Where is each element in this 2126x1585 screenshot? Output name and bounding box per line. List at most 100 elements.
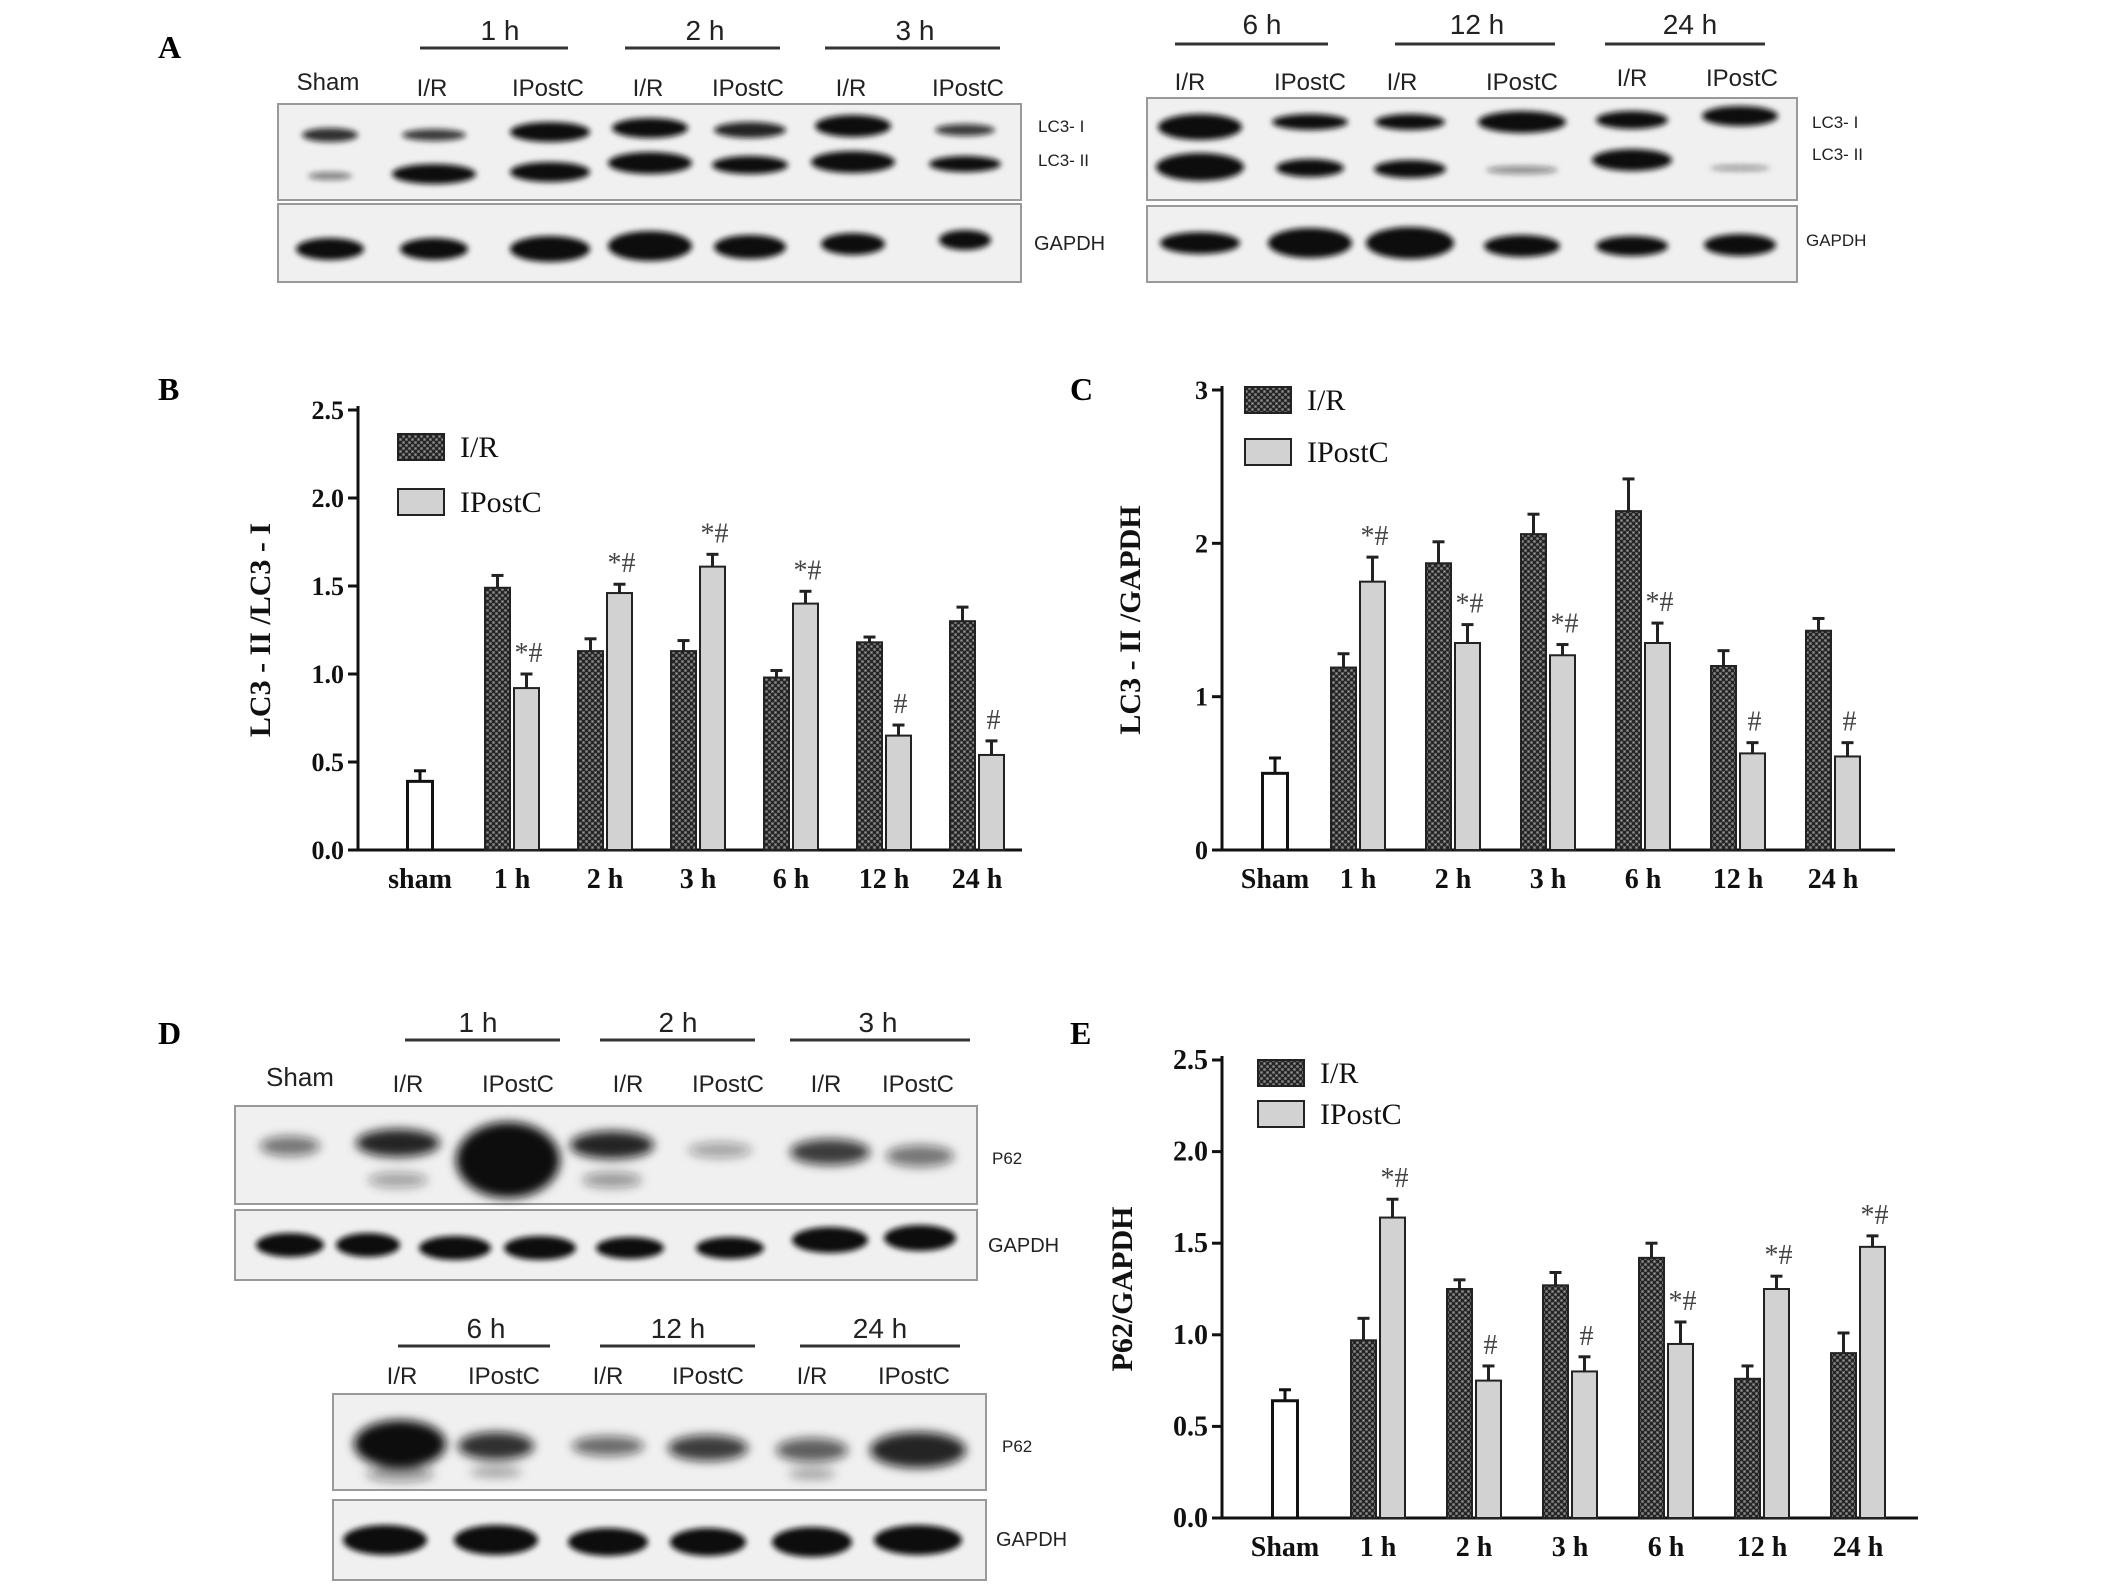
panel-label-c: C xyxy=(1070,371,1093,407)
x-tick-label: 24 h xyxy=(1833,1532,1884,1563)
lane-label: I/R xyxy=(593,1363,624,1390)
bar-ir xyxy=(670,650,697,851)
bar-ir xyxy=(763,676,790,852)
bar-ir xyxy=(1638,1256,1665,1519)
x-tick-label: Sham xyxy=(1251,1532,1319,1563)
x-tick-label: 2 h xyxy=(1456,1532,1493,1563)
y-tick-label: 3 xyxy=(1195,376,1208,405)
panel-a: A 1 h 2 h 3 h Sham I/R IPostC I/R IPostC… xyxy=(158,9,1866,283)
y-tick-label: 2.0 xyxy=(312,484,345,513)
significance-marker: # xyxy=(1843,707,1857,738)
band-label: P62 xyxy=(992,1149,1022,1168)
significance-marker: # xyxy=(1748,707,1762,738)
x-tick-label: 2 h xyxy=(1435,864,1472,895)
bar-ir xyxy=(1330,666,1357,851)
panel-d: D 1 h 2 h 3 h Sham I/R IPostC I/R IPostC… xyxy=(158,1007,1067,1581)
bar-ipostc xyxy=(1475,1379,1502,1519)
band-label: GAPDH xyxy=(1806,231,1866,250)
bar-ir xyxy=(1425,562,1452,851)
x-tick-label: 24 h xyxy=(1808,864,1859,895)
lane-label: I/R xyxy=(613,1071,644,1098)
y-axis-label: P62/GAPDH xyxy=(1106,1207,1139,1372)
x-tick-label: 12 h xyxy=(859,864,910,895)
significance-marker: *# xyxy=(515,638,543,669)
significance-marker: *# xyxy=(1361,521,1389,552)
significance-marker: *# xyxy=(794,555,822,586)
bar-ir xyxy=(577,650,604,851)
lane-label: IPostC xyxy=(1274,69,1346,96)
y-tick-label: 1.0 xyxy=(1173,1320,1208,1351)
lane-label: Sham xyxy=(297,69,360,96)
x-tick-label: 6 h xyxy=(1648,1532,1685,1563)
bar-ir xyxy=(1830,1352,1857,1519)
time-label: 1 h xyxy=(459,1007,498,1038)
y-tick-label: 1.0 xyxy=(312,660,345,689)
time-label: 2 h xyxy=(659,1007,698,1038)
bar-sham xyxy=(406,779,434,852)
band-label: GAPDH xyxy=(996,1529,1067,1551)
bar-ipostc xyxy=(1859,1245,1886,1519)
band-label: P62 xyxy=(1002,1437,1032,1456)
panel-label-a: A xyxy=(158,29,181,65)
bar-ir xyxy=(856,641,883,851)
legend-swatch xyxy=(1244,386,1292,414)
x-tick-label: 2 h xyxy=(587,864,624,895)
lane-label: I/R xyxy=(1617,65,1648,92)
bar-ipostc xyxy=(1571,1370,1598,1519)
significance-marker: # xyxy=(894,689,908,720)
lane-label: I/R xyxy=(797,1363,828,1390)
x-tick-label: 6 h xyxy=(1625,864,1662,895)
bar-ir xyxy=(1350,1339,1377,1520)
lane-label: I/R xyxy=(393,1071,424,1098)
lane-label: IPostC xyxy=(468,1363,540,1390)
bar-ipostc xyxy=(1379,1216,1406,1519)
y-tick-label: 0.0 xyxy=(1173,1503,1208,1534)
blot-membrane-lc3 xyxy=(1146,97,1798,201)
bar-ir xyxy=(1615,510,1642,851)
bar-ipostc xyxy=(978,753,1005,852)
lane-label: I/R xyxy=(836,75,867,102)
band-label: LC3- II xyxy=(1812,145,1863,164)
legend-swatch xyxy=(1257,1100,1305,1128)
x-tick-label: 1 h xyxy=(1360,1532,1397,1563)
lane-label: IPostC xyxy=(878,1363,950,1390)
time-label: 2 h xyxy=(686,15,725,46)
gapdh-bands xyxy=(296,230,991,262)
significance-marker: *# xyxy=(1456,589,1484,620)
time-label: 24 h xyxy=(853,1313,908,1344)
lane-label: IPostC xyxy=(692,1071,764,1098)
y-tick-label: 1 xyxy=(1195,683,1208,712)
lc3-bands xyxy=(1156,106,1778,181)
bar-ipostc xyxy=(792,602,819,851)
significance-marker: *# xyxy=(701,518,729,549)
bar-ir xyxy=(949,620,976,852)
lane-label: IPostC xyxy=(932,75,1004,102)
bar-ipostc xyxy=(1834,755,1861,852)
bar-ipostc xyxy=(1454,642,1481,851)
y-tick-label: 2.5 xyxy=(1173,1045,1208,1076)
bar-ir xyxy=(1805,629,1832,851)
bar-ipostc xyxy=(1667,1342,1694,1519)
bar-sham xyxy=(1261,771,1289,852)
time-label: 3 h xyxy=(896,15,935,46)
significance-marker: *# xyxy=(1861,1200,1889,1231)
legend-label: I/R xyxy=(460,431,498,464)
legend-label: IPostC xyxy=(1307,436,1389,469)
bar-ipostc xyxy=(1359,580,1386,852)
y-tick-label: 2.5 xyxy=(312,396,345,425)
legend-swatch xyxy=(1244,438,1292,466)
significance-marker: # xyxy=(1484,1330,1498,1361)
lane-label: I/R xyxy=(1175,69,1206,96)
band-label: LC3- I xyxy=(1812,113,1858,132)
significance-marker: *# xyxy=(1765,1240,1793,1271)
bar-ipostc xyxy=(1739,752,1766,852)
lane-label: Sham xyxy=(266,1062,334,1092)
time-label: 3 h xyxy=(859,1007,898,1038)
significance-marker: # xyxy=(987,705,1001,736)
bar-ir xyxy=(484,586,511,851)
y-tick-label: 0.5 xyxy=(312,748,345,777)
time-label: 1 h xyxy=(481,15,520,46)
chart-panel-b: B 0.0 0.5 1.0 1.5 2.0 2.5 LC3 - II /LC3 - I sham… xyxy=(158,371,1022,895)
bar-ir xyxy=(1446,1288,1473,1519)
time-label: 12 h xyxy=(1450,9,1505,40)
